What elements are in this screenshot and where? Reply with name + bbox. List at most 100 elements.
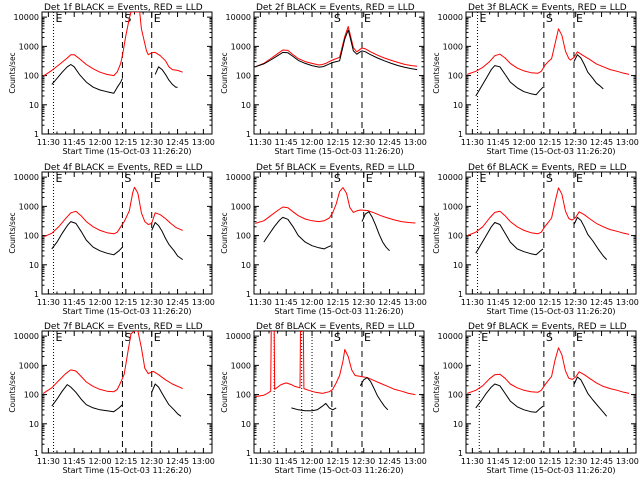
y-axis-label: Counts/sec <box>8 52 17 93</box>
y-tick-label: 10 <box>241 420 251 429</box>
y-axis-label: Counts/sec <box>220 212 229 253</box>
x-tick-label: 12:30 <box>140 298 163 307</box>
time-marker-label: E <box>56 331 63 344</box>
time-marker-label: E <box>366 172 373 185</box>
panel-title: Det 1f BLACK = Events, RED = LLD <box>44 3 203 13</box>
y-tick-label: 100 <box>448 232 463 241</box>
y-tick-label: 100 <box>236 232 251 241</box>
y-tick-label: 1 <box>34 290 39 299</box>
x-axis-label: Start Time (15-Oct-03 11:26:20) <box>62 307 191 316</box>
x-tick-label: 12:45 <box>378 457 401 466</box>
time-marker-label: E <box>480 12 487 25</box>
x-axis-label: Start Time (15-Oct-03 11:26:20) <box>274 307 403 316</box>
y-tick-label: 10 <box>29 101 39 110</box>
x-tick-label: 12:15 <box>538 298 561 307</box>
time-marker-label: E <box>364 12 371 25</box>
plot-frame <box>253 171 425 295</box>
x-tick-label: 12:15 <box>326 298 349 307</box>
time-marker-label: E <box>364 331 371 344</box>
events-series-line <box>573 216 608 260</box>
y-tick-label: 1 <box>246 130 251 139</box>
series-group <box>43 186 183 261</box>
x-tick-label: 11:30 <box>461 457 484 466</box>
y-axis-label: Counts/sec <box>432 371 441 412</box>
panel-title: Det 7f BLACK = Events, RED = LLD <box>44 322 203 332</box>
lld-series-line <box>255 331 416 398</box>
x-tick-label: 12:45 <box>166 457 189 466</box>
x-tick-label: 12:00 <box>301 138 324 147</box>
detector-panel-3: Det 3f BLACK = Events, RED = LLD 1 10 100 10… <box>432 3 639 156</box>
time-marker-label: S <box>124 172 131 185</box>
time-marker-label: E <box>481 331 488 344</box>
y-tick-label: 10 <box>241 261 251 270</box>
y-tick-label: 1 <box>246 449 251 458</box>
plot-frame <box>465 330 637 454</box>
panel-title: Det 6f BLACK = Events, RED = LLD <box>468 163 627 173</box>
y-tick-label: 100 <box>448 391 463 400</box>
time-marker-label: E <box>576 12 583 25</box>
x-tick-label: 12:45 <box>590 138 613 147</box>
y-tick-label: 1000 <box>19 42 39 51</box>
events-series-line <box>475 383 544 413</box>
x-axis-label: Start Time (15-Oct-03 11:26:20) <box>274 466 403 475</box>
time-marker-label: S <box>124 331 131 344</box>
events-series-line <box>51 221 123 256</box>
lld-series-line <box>43 186 183 238</box>
events-series-line <box>475 222 544 256</box>
x-tick-label: 12:30 <box>140 457 163 466</box>
series-group <box>467 187 630 260</box>
events-series-line <box>475 65 544 97</box>
time-marker-label: S <box>334 12 341 25</box>
x-tick-label: 12:15 <box>326 457 349 466</box>
time-marker-label: S <box>334 172 341 185</box>
x-tick-label: 13:00 <box>192 457 215 466</box>
y-tick-label: 100 <box>24 72 39 81</box>
detector-panel-9: Det 9f BLACK = Events, RED = LLD 1 10 100 10… <box>432 322 639 475</box>
x-tick-label: 12:00 <box>513 457 536 466</box>
x-tick-label: 12:15 <box>538 138 561 147</box>
x-tick-label: 12:15 <box>538 457 561 466</box>
series-group <box>467 28 630 97</box>
x-tick-label: 11:45 <box>63 298 86 307</box>
x-tick-label: 12:30 <box>564 457 587 466</box>
x-tick-label: 12:45 <box>166 138 189 147</box>
panel-title: Det 9f BLACK = Events, RED = LLD <box>468 322 627 332</box>
lld-series-line <box>255 26 418 68</box>
time-marker-label: S <box>334 331 341 344</box>
series-group <box>255 26 418 71</box>
x-tick-label: 11:30 <box>37 457 60 466</box>
x-tick-label: 12:00 <box>301 298 324 307</box>
x-tick-label: 12:45 <box>378 138 401 147</box>
detector-panel-4: Det 4f BLACK = Events, RED = LLD 1 10 100 10… <box>8 163 215 316</box>
x-tick-label: 11:45 <box>275 298 298 307</box>
x-tick-label: 11:45 <box>63 138 86 147</box>
x-tick-label: 12:00 <box>301 457 324 466</box>
y-tick-label: 1 <box>458 130 463 139</box>
y-tick-label: 100 <box>448 72 463 81</box>
y-tick-label: 1000 <box>443 42 463 51</box>
y-tick-label: 1 <box>34 130 39 139</box>
y-axis-label: Counts/sec <box>8 371 17 412</box>
x-tick-label: 11:30 <box>249 138 272 147</box>
y-tick-label: 1 <box>458 449 463 458</box>
panel-title: Det 3f BLACK = Events, RED = LLD <box>468 3 627 13</box>
x-axis-label: Start Time (15-Oct-03 11:26:20) <box>62 466 191 475</box>
time-marker-label: E <box>576 172 583 185</box>
x-tick-label: 12:45 <box>590 457 613 466</box>
y-tick-label: 10 <box>241 101 251 110</box>
y-tick-label: 10 <box>453 101 463 110</box>
y-tick-label: 100 <box>236 72 251 81</box>
y-tick-label: 1000 <box>19 202 39 211</box>
detector-panel-5: Det 5f BLACK = Events, RED = LLD 1 10 100 10… <box>220 163 427 316</box>
events-series-line <box>51 64 123 94</box>
lld-series-line <box>42 12 183 77</box>
x-axis-label: Start Time (15-Oct-03 11:26:20) <box>486 147 615 156</box>
y-tick-label: 1 <box>458 290 463 299</box>
x-tick-label: 12:00 <box>89 457 112 466</box>
y-tick-label: 100 <box>236 391 251 400</box>
x-tick-label: 11:45 <box>487 138 510 147</box>
events-series-line <box>151 222 183 261</box>
panel-title: Det 5f BLACK = Events, RED = LLD <box>256 163 415 173</box>
time-marker-label: E <box>154 172 161 185</box>
y-tick-label: 1000 <box>231 202 251 211</box>
